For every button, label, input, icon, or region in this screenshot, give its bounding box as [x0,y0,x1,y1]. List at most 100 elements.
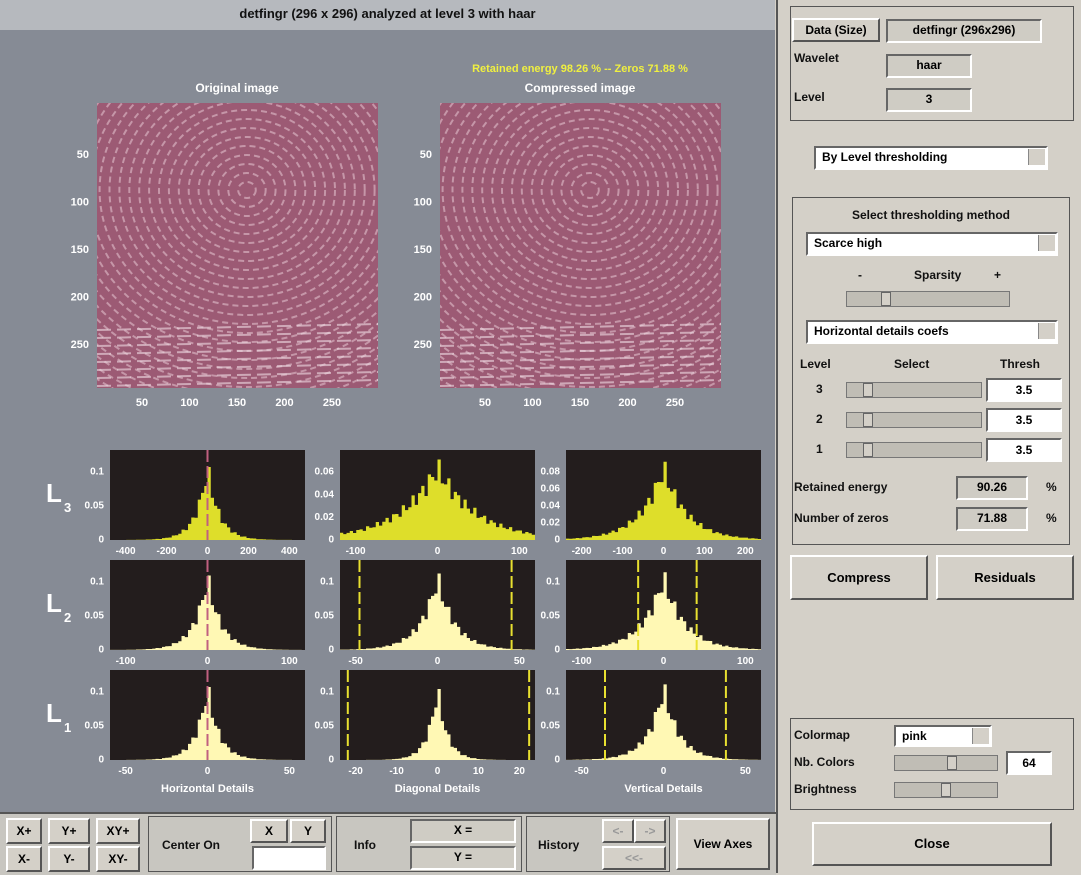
field[interactable]: 64 [1006,751,1052,775]
label: - [858,268,862,282]
zoom-button[interactable]: XY+ [96,818,140,844]
slider[interactable] [894,755,998,771]
history-button[interactable]: <- [602,819,634,843]
y-tick-label: 0.08 [541,467,561,478]
info-field: X = [410,819,516,843]
row-index: 1 [64,720,71,735]
ridge [217,163,277,217]
y-tick-label: 0.1 [320,577,334,588]
ridge [98,103,378,325]
ridge [451,103,721,316]
label: Sparsity [914,268,962,282]
threshold-box [792,197,1070,545]
y-tick-label: 0.02 [541,518,561,529]
y-tick-label: 0 [328,535,334,546]
ridge [461,103,719,307]
history-button[interactable]: <<- [602,846,666,870]
ridge [570,172,610,208]
x-tick-label: 100 [180,397,198,409]
ridge [197,145,297,235]
x-tick-label: -100 [572,656,592,667]
y-tick-label: 150 [71,244,89,256]
zoom-button[interactable]: XY- [96,846,140,872]
slider[interactable] [846,442,982,458]
y-tick-label: 150 [414,244,432,256]
zoom-button[interactable]: X- [6,846,42,872]
x-tick-label: -10 [389,766,404,777]
label: Center On [162,838,221,852]
x-tick-label: -50 [118,766,133,777]
center-button[interactable]: Y [290,819,326,843]
x-tick-label: 250 [323,397,341,409]
y-tick-label: 0.04 [541,501,561,512]
row-label: L [46,588,62,618]
center-field[interactable] [252,846,326,870]
ridge [441,103,721,325]
label: History [538,838,580,852]
x-tick-label: 200 [618,397,636,409]
y-tick-label: 0.05 [315,721,335,732]
y-tick-label: 0 [554,755,560,766]
label: Data (Size) [792,18,880,42]
ridge [97,331,378,339]
dropdown[interactable]: Scarce high [806,232,1058,256]
ridge [540,145,640,235]
field: 3 [886,88,972,112]
y-tick-label: 0.1 [546,577,560,588]
section-title: Select thresholding method [851,208,1010,222]
ridge [440,371,721,379]
y-tick-label: 0.05 [85,721,105,732]
compress-button[interactable]: Compress [790,555,928,600]
image [440,103,721,388]
x-tick-label: -50 [574,766,589,777]
group [336,816,522,872]
ridge [97,355,378,363]
field: 90.26 [956,476,1028,500]
x-tick-label: 0 [661,656,667,667]
center-button[interactable]: X [250,819,288,843]
ridge [440,304,721,370]
y-tick-label: 200 [71,291,89,303]
dropdown[interactable]: By Level thresholding [814,146,1048,170]
thresh-field[interactable]: 3.5 [986,408,1062,432]
slider[interactable] [846,291,1010,307]
residuals-button[interactable]: Residuals [936,555,1074,600]
y-tick-label: 0.1 [546,687,560,698]
ridge [97,304,378,370]
x-tick-label: 100 [696,546,713,557]
zoom-button[interactable]: Y- [48,846,90,872]
slider[interactable] [846,412,982,428]
ridge [550,154,630,226]
history-button[interactable]: -> [634,819,666,843]
x-tick-label: 0 [205,656,211,667]
ridge [440,347,721,355]
ridge [207,154,287,226]
x-tick-label: 0 [661,546,667,557]
zoom-button[interactable]: Y+ [48,818,90,844]
x-tick-label: 50 [284,766,296,777]
y-tick-label: 50 [77,149,89,161]
x-tick-label: 400 [281,546,298,557]
thresh-field[interactable]: 3.5 [986,438,1062,462]
group [526,816,670,872]
y-tick-label: 250 [414,339,432,351]
column-header: Thresh [1000,357,1041,371]
image [97,103,378,388]
dropdown[interactable]: Horizontal details coefs [806,320,1058,344]
ridge [237,181,257,199]
label: Retained energy [794,480,888,494]
ridge [440,289,721,361]
label: Brightness [794,782,857,796]
ridge [97,330,378,388]
close-button[interactable]: Close [812,822,1052,866]
slider[interactable] [846,382,982,398]
thresh-field[interactable]: 3.5 [986,378,1062,402]
view-axes-button[interactable]: View Axes [676,818,770,870]
dropdown[interactable]: pink [894,725,992,747]
slider[interactable] [894,782,998,798]
x-tick-label: 20 [514,766,526,777]
x-tick-label: 100 [281,656,298,667]
zoom-button[interactable]: X+ [6,818,42,844]
ridge [97,347,378,355]
